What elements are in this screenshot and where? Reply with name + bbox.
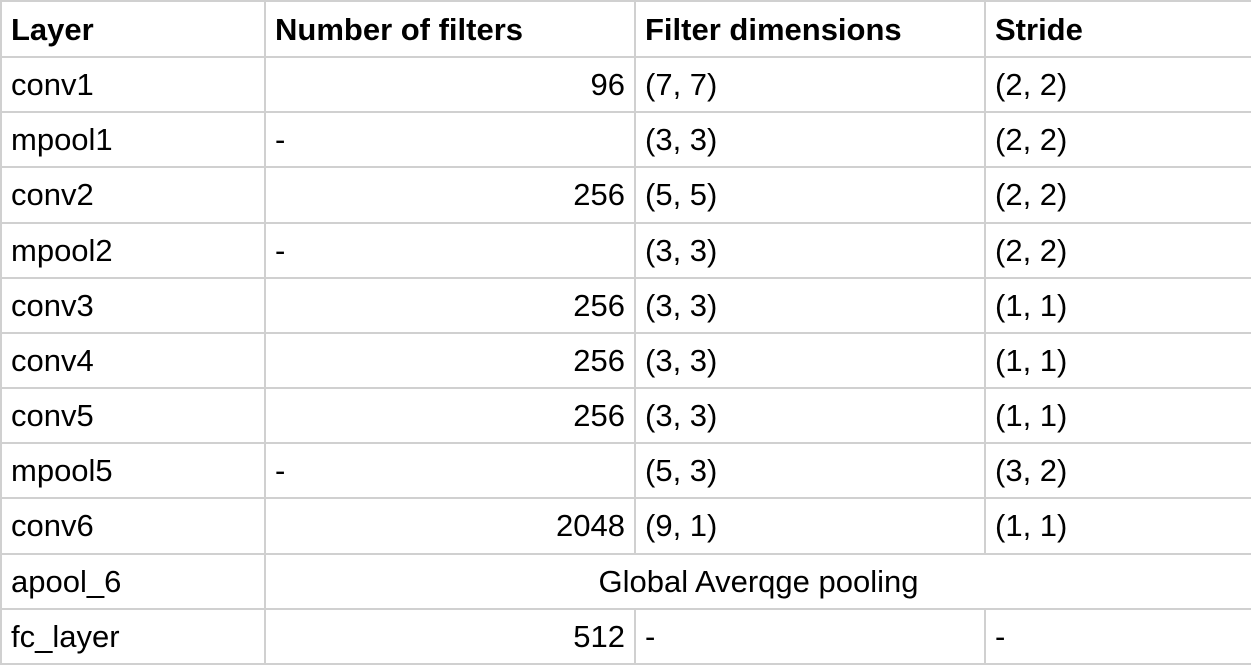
cell-dims: - <box>634 607 986 665</box>
cell-layer: mpool1 <box>0 111 266 169</box>
cell-stride: (2, 2) <box>984 221 1251 279</box>
table-row: mpool1 - (3, 3) (2, 2) <box>0 111 1251 169</box>
cell-filters: 2048 <box>264 497 636 555</box>
cell-filters: 256 <box>264 166 636 224</box>
table-row: conv5 256 (3, 3) (1, 1) <box>0 387 1251 445</box>
cell-dims: (3, 3) <box>634 276 986 334</box>
header-filter-dimensions: Filter dimensions <box>634 0 986 58</box>
table-row-merged: apool_6 Global Averqge pooling <box>0 552 1251 610</box>
cell-dims: (5, 5) <box>634 166 986 224</box>
cell-dims: (3, 3) <box>634 331 986 390</box>
header-stride: Stride <box>984 0 1251 58</box>
cell-stride: (1, 1) <box>984 497 1251 555</box>
cell-filters: 96 <box>264 55 636 114</box>
cell-dims: (3, 3) <box>634 111 986 169</box>
header-layer: Layer <box>0 0 266 58</box>
table-row: fc_layer 512 - - <box>0 607 1251 665</box>
header-row: Layer Number of filters Filter dimension… <box>0 0 1251 58</box>
cell-filters: - <box>264 111 636 169</box>
header-number-of-filters: Number of filters <box>264 0 636 58</box>
table-body: conv1 96 (7, 7) (2, 2) mpool1 - (3, 3) (… <box>0 55 1251 665</box>
cell-stride: - <box>984 607 1251 665</box>
cell-layer: conv4 <box>0 331 266 390</box>
cell-filters: 256 <box>264 276 636 334</box>
cell-stride: (1, 1) <box>984 387 1251 445</box>
cell-filters: 256 <box>264 331 636 390</box>
cell-stride: (3, 2) <box>984 442 1251 500</box>
cell-filters: 256 <box>264 387 636 445</box>
cell-filters: 512 <box>264 607 636 665</box>
cell-dims: (3, 3) <box>634 221 986 279</box>
cell-dims: (5, 3) <box>634 442 986 500</box>
cell-layer: apool_6 <box>0 552 266 610</box>
table-row: conv2 256 (5, 5) (2, 2) <box>0 166 1251 224</box>
cell-layer: mpool2 <box>0 221 266 279</box>
table-row: conv4 256 (3, 3) (1, 1) <box>0 331 1251 390</box>
merged-cell-global-average-pooling: Global Averqge pooling <box>264 552 1251 610</box>
cell-dims: (3, 3) <box>634 387 986 445</box>
cell-layer: fc_layer <box>0 607 266 665</box>
cell-layer: conv2 <box>0 166 266 224</box>
table-row: conv6 2048 (9, 1) (1, 1) <box>0 497 1251 555</box>
cell-stride: (2, 2) <box>984 55 1251 114</box>
cell-layer: conv5 <box>0 387 266 445</box>
cell-layer: conv3 <box>0 276 266 334</box>
cell-stride: (1, 1) <box>984 276 1251 334</box>
cell-filters: - <box>264 221 636 279</box>
table-row: conv3 256 (3, 3) (1, 1) <box>0 276 1251 334</box>
table-row: mpool5 - (5, 3) (3, 2) <box>0 442 1251 500</box>
cell-layer: mpool5 <box>0 442 266 500</box>
cell-dims: (9, 1) <box>634 497 986 555</box>
cell-filters: - <box>264 442 636 500</box>
table-row: mpool2 - (3, 3) (2, 2) <box>0 221 1251 279</box>
cell-layer: conv1 <box>0 55 266 114</box>
table-header: Layer Number of filters Filter dimension… <box>0 0 1251 58</box>
cell-layer: conv6 <box>0 497 266 555</box>
table-row: conv1 96 (7, 7) (2, 2) <box>0 55 1251 114</box>
cell-stride: (2, 2) <box>984 111 1251 169</box>
cell-stride: (1, 1) <box>984 331 1251 390</box>
cell-dims: (7, 7) <box>634 55 986 114</box>
cell-stride: (2, 2) <box>984 166 1251 224</box>
